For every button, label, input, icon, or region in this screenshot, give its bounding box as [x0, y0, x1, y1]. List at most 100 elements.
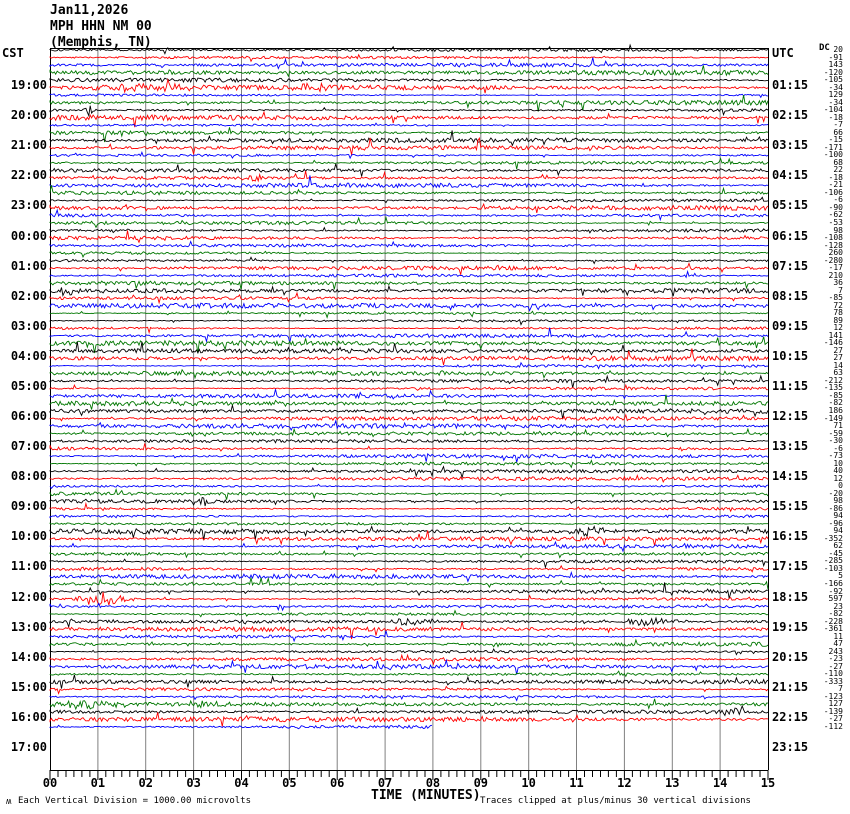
cst-hour-label: 12:00 [10, 589, 47, 604]
x-tick-label: 03 [186, 776, 201, 790]
dc-offset-value: -352 [823, 533, 843, 543]
dc-offset-value: -30 [828, 436, 843, 446]
dc-offset-value: -108 [823, 233, 843, 243]
dc-offset-value: -15 [828, 135, 843, 145]
dc-offset-value: 141 [828, 330, 843, 340]
scale-note: Each Vertical Division = 1000.00 microvo… [18, 796, 251, 806]
x-tick-label: 02 [138, 776, 153, 790]
x-tick-label: 14 [712, 776, 728, 790]
dc-offset-value: 78 [833, 308, 843, 318]
cst-hour-label: 03:00 [10, 318, 47, 333]
dc-offset-value: 12 [833, 323, 843, 333]
x-tick-label: 06 [329, 776, 345, 790]
dc-offset-value: 66 [833, 127, 843, 137]
dc-offset-value: -21 [828, 180, 843, 190]
dc-offset-value: -91 [828, 52, 843, 62]
dc-offset-value: 71 [833, 421, 843, 431]
dc-offset-value: 597 [828, 594, 843, 604]
cst-hour-label: 01:00 [10, 258, 47, 273]
dc-offset-value: -6 [833, 443, 843, 453]
utc-hour-label: 21:15 [772, 679, 809, 694]
dc-offset-value: -82 [828, 609, 843, 619]
dc-offset-value: -104 [823, 105, 843, 115]
x-tick-label: 13 [665, 776, 680, 790]
cst-hour-label: 09:00 [10, 499, 47, 514]
utc-hour-label: 03:15 [772, 138, 809, 153]
utc-hour-label: 02:15 [772, 108, 809, 123]
dc-offset-value: 22 [833, 165, 843, 175]
x-tick-label: 11 [569, 776, 584, 790]
dc-offset-value: -62 [828, 210, 843, 220]
dc-offset-value: -17 [828, 263, 843, 273]
dc-offset-value: -128 [823, 240, 843, 250]
utc-hour-label: 13:15 [772, 439, 809, 454]
station-label: MPH HHN NM 00 [50, 19, 152, 34]
dc-offset-value: -90 [828, 202, 843, 212]
dc-offset-value: -27 [828, 714, 843, 724]
dc-offset-value: 62 [833, 541, 843, 551]
left-timezone-label: CST [2, 46, 24, 60]
dc-column-header: DC [819, 43, 830, 53]
cst-hour-label: 16:00 [10, 709, 47, 724]
dc-offset-value: 210 [828, 270, 843, 280]
cst-hour-label: 14:00 [10, 649, 47, 664]
dc-offset-value: -212 [823, 375, 843, 385]
dc-offset-value: 40 [833, 466, 843, 476]
dc-offset-value: 98 [833, 496, 843, 506]
dc-offset-value: -171 [823, 142, 843, 152]
dc-offset-value: 12 [833, 473, 843, 483]
dc-offset-value: -361 [823, 624, 843, 634]
dc-offset-value: -100 [823, 150, 843, 160]
utc-hour-label: 23:15 [772, 739, 809, 754]
x-tick-label: 12 [617, 776, 632, 790]
watermark-glyph: ʍ [6, 797, 12, 807]
utc-hour-label: 22:15 [772, 709, 809, 724]
dc-offset-value: 260 [828, 248, 843, 258]
dc-offset-value: 127 [828, 699, 843, 709]
utc-hour-label: 08:15 [772, 288, 809, 303]
dc-offset-value: -280 [823, 255, 843, 265]
dc-offset-value: -34 [828, 97, 843, 107]
x-tick-label: 01 [90, 776, 106, 790]
dc-offset-value: -86 [828, 503, 843, 513]
cst-hour-label: 00:00 [10, 228, 47, 243]
cst-hour-label: 11:00 [10, 559, 47, 574]
cst-hour-label: 15:00 [10, 679, 47, 694]
dc-offset-value: -82 [828, 398, 843, 408]
cst-hour-label: 08:00 [10, 469, 47, 484]
utc-hour-label: 15:15 [772, 499, 809, 514]
dc-offset-value: -166 [823, 578, 843, 588]
clip-note: Traces clipped at plus/minus 30 vertical… [480, 796, 751, 806]
x-axis-title: TIME (MINUTES) [371, 788, 481, 803]
dc-offset-value: -27 [828, 661, 843, 671]
dc-offset-value: 23 [833, 601, 843, 611]
cst-hour-label: 23:00 [10, 198, 47, 213]
dc-offset-value: -120 [823, 67, 843, 77]
utc-hour-label: 06:15 [772, 228, 809, 243]
utc-hour-label: 17:15 [772, 559, 809, 574]
cst-hour-label: 21:00 [10, 138, 47, 153]
cst-hour-label: 06:00 [10, 409, 47, 423]
dc-offset-value: 10 [833, 458, 843, 468]
dc-offset-value: -105 [823, 75, 843, 85]
dc-offset-value: 68 [833, 157, 843, 167]
dc-offset-value: 14 [833, 360, 843, 370]
dc-offset-value: 0 [838, 481, 843, 491]
dc-offset-value: -110 [823, 669, 843, 679]
dc-offset-value: -85 [828, 293, 843, 303]
right-timezone-label: UTC [772, 46, 794, 60]
dc-offset-value: -103 [823, 563, 843, 573]
dc-offset-value: -135 [823, 383, 843, 393]
dc-offset-value: -6 [833, 195, 843, 205]
cst-hour-label: 22:00 [10, 168, 47, 183]
dc-offset-value: -7 [833, 120, 843, 130]
utc-hour-label: 07:15 [772, 258, 809, 273]
date-label: Jan11,2026 [50, 3, 129, 18]
dc-offset-value: -20 [828, 488, 843, 498]
dc-offset-value: 27 [833, 345, 843, 355]
dc-offset-value: -18 [828, 112, 843, 122]
dc-offset-value: -106 [823, 187, 843, 197]
dc-offset-value: -23 [828, 654, 843, 664]
dc-offset-value: -18 [828, 172, 843, 182]
dc-offset-value: -92 [828, 586, 843, 596]
